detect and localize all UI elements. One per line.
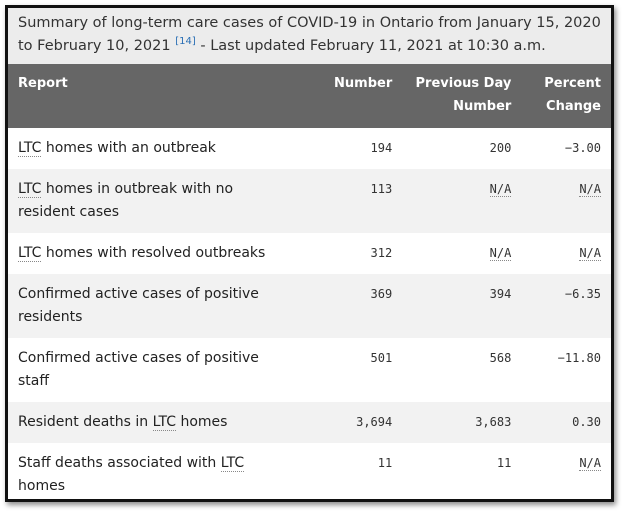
- number-cell: 501: [293, 338, 402, 402]
- label-text: Confirmed active cases of positive staff: [18, 350, 259, 389]
- previous-day-cell: N/A: [402, 169, 522, 233]
- percent-change-cell: 0.30: [521, 402, 611, 443]
- last-updated: - Last updated February 11, 2021 at 10:3…: [200, 38, 546, 54]
- table-row: LTC homes in outbreak with no resident c…: [8, 169, 611, 233]
- table-row: LTC homes with an outbreak 194 200 −3.00: [8, 128, 611, 169]
- percent-change-cell: −11.80: [521, 338, 611, 402]
- report-label: Staff deaths associated with LTC homes: [8, 443, 293, 499]
- number-value: 3,694: [356, 415, 393, 429]
- abbr-ltc: LTC: [152, 414, 176, 431]
- previous-value: 3,683: [475, 415, 512, 429]
- abbr-ltc: LTC: [18, 181, 42, 198]
- label-text: Confirmed active cases of positive resid…: [18, 286, 259, 325]
- header-percent-change: Percent Change: [521, 64, 611, 128]
- report-label: LTC homes in outbreak with no resident c…: [8, 169, 294, 233]
- report-label: Confirmed active cases of positive resid…: [8, 274, 294, 338]
- percent-value: N/A: [579, 246, 601, 261]
- report-label: LTC homes with resolved outbreaks: [8, 233, 293, 274]
- number-value: 501: [370, 351, 393, 365]
- previous-day-cell: N/A: [402, 233, 521, 274]
- abbr-ltc: LTC: [220, 455, 245, 472]
- percent-change-cell: −3.00: [521, 128, 611, 169]
- label-text: homes in outbreak with no resident cases: [18, 181, 234, 220]
- label-text: homes with an outbreak: [41, 140, 216, 156]
- percent-value: 0.30: [572, 415, 601, 429]
- table-row: LTC homes with resolved outbreaks 312 N/A N…: [8, 233, 611, 274]
- previous-value: 568: [489, 351, 512, 365]
- label-text: homes with resolved outbreaks: [41, 245, 266, 261]
- report-label: Resident deaths in LTC homes: [8, 402, 294, 443]
- number-value: 194: [370, 141, 393, 155]
- previous-day-cell: 394: [402, 274, 522, 338]
- previous-day-cell: 11: [402, 443, 521, 499]
- abbr-ltc: LTC: [18, 245, 42, 262]
- previous-value: 200: [489, 141, 512, 155]
- ltc-table: Report Number Previous Day Number Percen…: [8, 64, 611, 499]
- percent-change-cell: −6.35: [521, 274, 611, 338]
- percent-value: −3.00: [564, 141, 601, 155]
- number-cell: 194: [293, 128, 402, 169]
- label-text: homes: [18, 478, 65, 494]
- label-text: Resident deaths in: [18, 414, 153, 430]
- header-number: Number: [293, 64, 403, 128]
- label-text: homes: [176, 414, 228, 430]
- number-cell: 312: [293, 233, 402, 274]
- previous-value: N/A: [489, 182, 512, 197]
- table-caption: Summary of long-term care cases of COVID…: [8, 8, 611, 64]
- number-cell: 113: [293, 169, 403, 233]
- reference-link[interactable]: [14]: [175, 36, 196, 47]
- number-value: 312: [370, 246, 393, 260]
- number-cell: 11: [293, 443, 402, 499]
- table-row: Staff deaths associated with LTC homes 11…: [8, 443, 611, 499]
- report-label: LTC homes with an outbreak: [8, 128, 293, 169]
- previous-day-cell: 200: [402, 128, 521, 169]
- number-value: 11: [377, 456, 393, 470]
- previous-value: 11: [496, 456, 512, 470]
- table-row: Confirmed active cases of positive staff…: [8, 338, 611, 402]
- header-report: Report: [8, 64, 294, 128]
- caption-text: Summary of long-term care cases of COVID…: [18, 15, 601, 54]
- number-cell: 3,694: [293, 402, 403, 443]
- number-value: 113: [370, 182, 393, 196]
- header-previous-day-number: Previous Day Number: [402, 64, 522, 128]
- previous-day-cell: 3,683: [402, 402, 522, 443]
- header-row: Report Number Previous Day Number Percen…: [8, 64, 611, 128]
- table-row: Confirmed active cases of positive resid…: [8, 274, 611, 338]
- number-cell: 369: [293, 274, 403, 338]
- label-text: Staff deaths associated with: [18, 455, 221, 471]
- percent-value: −11.80: [557, 351, 601, 365]
- number-value: 369: [370, 287, 393, 301]
- percent-value: −6.35: [564, 287, 601, 301]
- percent-change-cell: N/A: [521, 169, 611, 233]
- previous-day-cell: 568: [402, 338, 521, 402]
- previous-value: 394: [489, 287, 512, 301]
- abbr-ltc: LTC: [18, 140, 42, 157]
- percent-value: N/A: [579, 182, 601, 197]
- percent-change-cell: N/A: [521, 443, 611, 499]
- ltc-summary-table-frame: Summary of long-term care cases of COVID…: [5, 5, 614, 502]
- table-row: Resident deaths in LTC homes 3,694 3,683 0.…: [8, 402, 611, 443]
- report-label: Confirmed active cases of positive staff: [8, 338, 293, 402]
- percent-change-cell: N/A: [521, 233, 611, 274]
- previous-value: N/A: [489, 246, 512, 261]
- percent-value: N/A: [579, 456, 601, 471]
